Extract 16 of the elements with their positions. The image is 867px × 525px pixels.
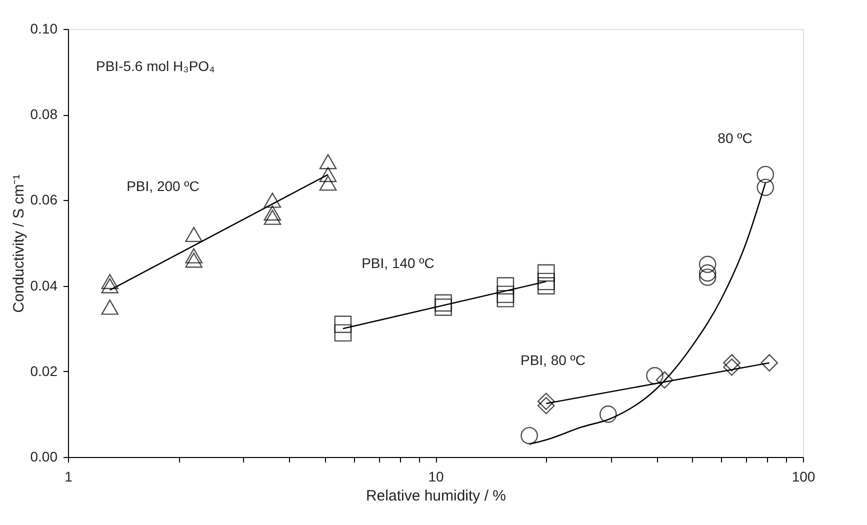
y-tick-label: 0.04 [30, 277, 58, 294]
annotation: 80 ºC [718, 130, 752, 146]
y-tick-label: 0.02 [30, 362, 58, 379]
annotation: PBI, 80 ºC [520, 352, 586, 368]
annotation: PBI, 140 ºC [362, 255, 434, 271]
annotation: PBI-5.6 mol H₃PO₄ [96, 58, 216, 74]
y-tick-label: 0.08 [30, 106, 58, 122]
x-tick-label: 1 [64, 468, 73, 484]
x-tick-label: 10 [428, 468, 444, 484]
y-tick-label: 0.06 [30, 192, 58, 208]
y-axis-title: Conductivity / S cm⁻¹ [10, 174, 28, 313]
y-tick-label: 0.00 [30, 448, 58, 464]
annotation: PBI, 200 ºC [126, 178, 200, 194]
y-tick-label: 0.10 [30, 20, 58, 36]
x-axis-title: Relative humidity / % [366, 488, 506, 504]
x-tick-label: 100 [792, 468, 816, 484]
